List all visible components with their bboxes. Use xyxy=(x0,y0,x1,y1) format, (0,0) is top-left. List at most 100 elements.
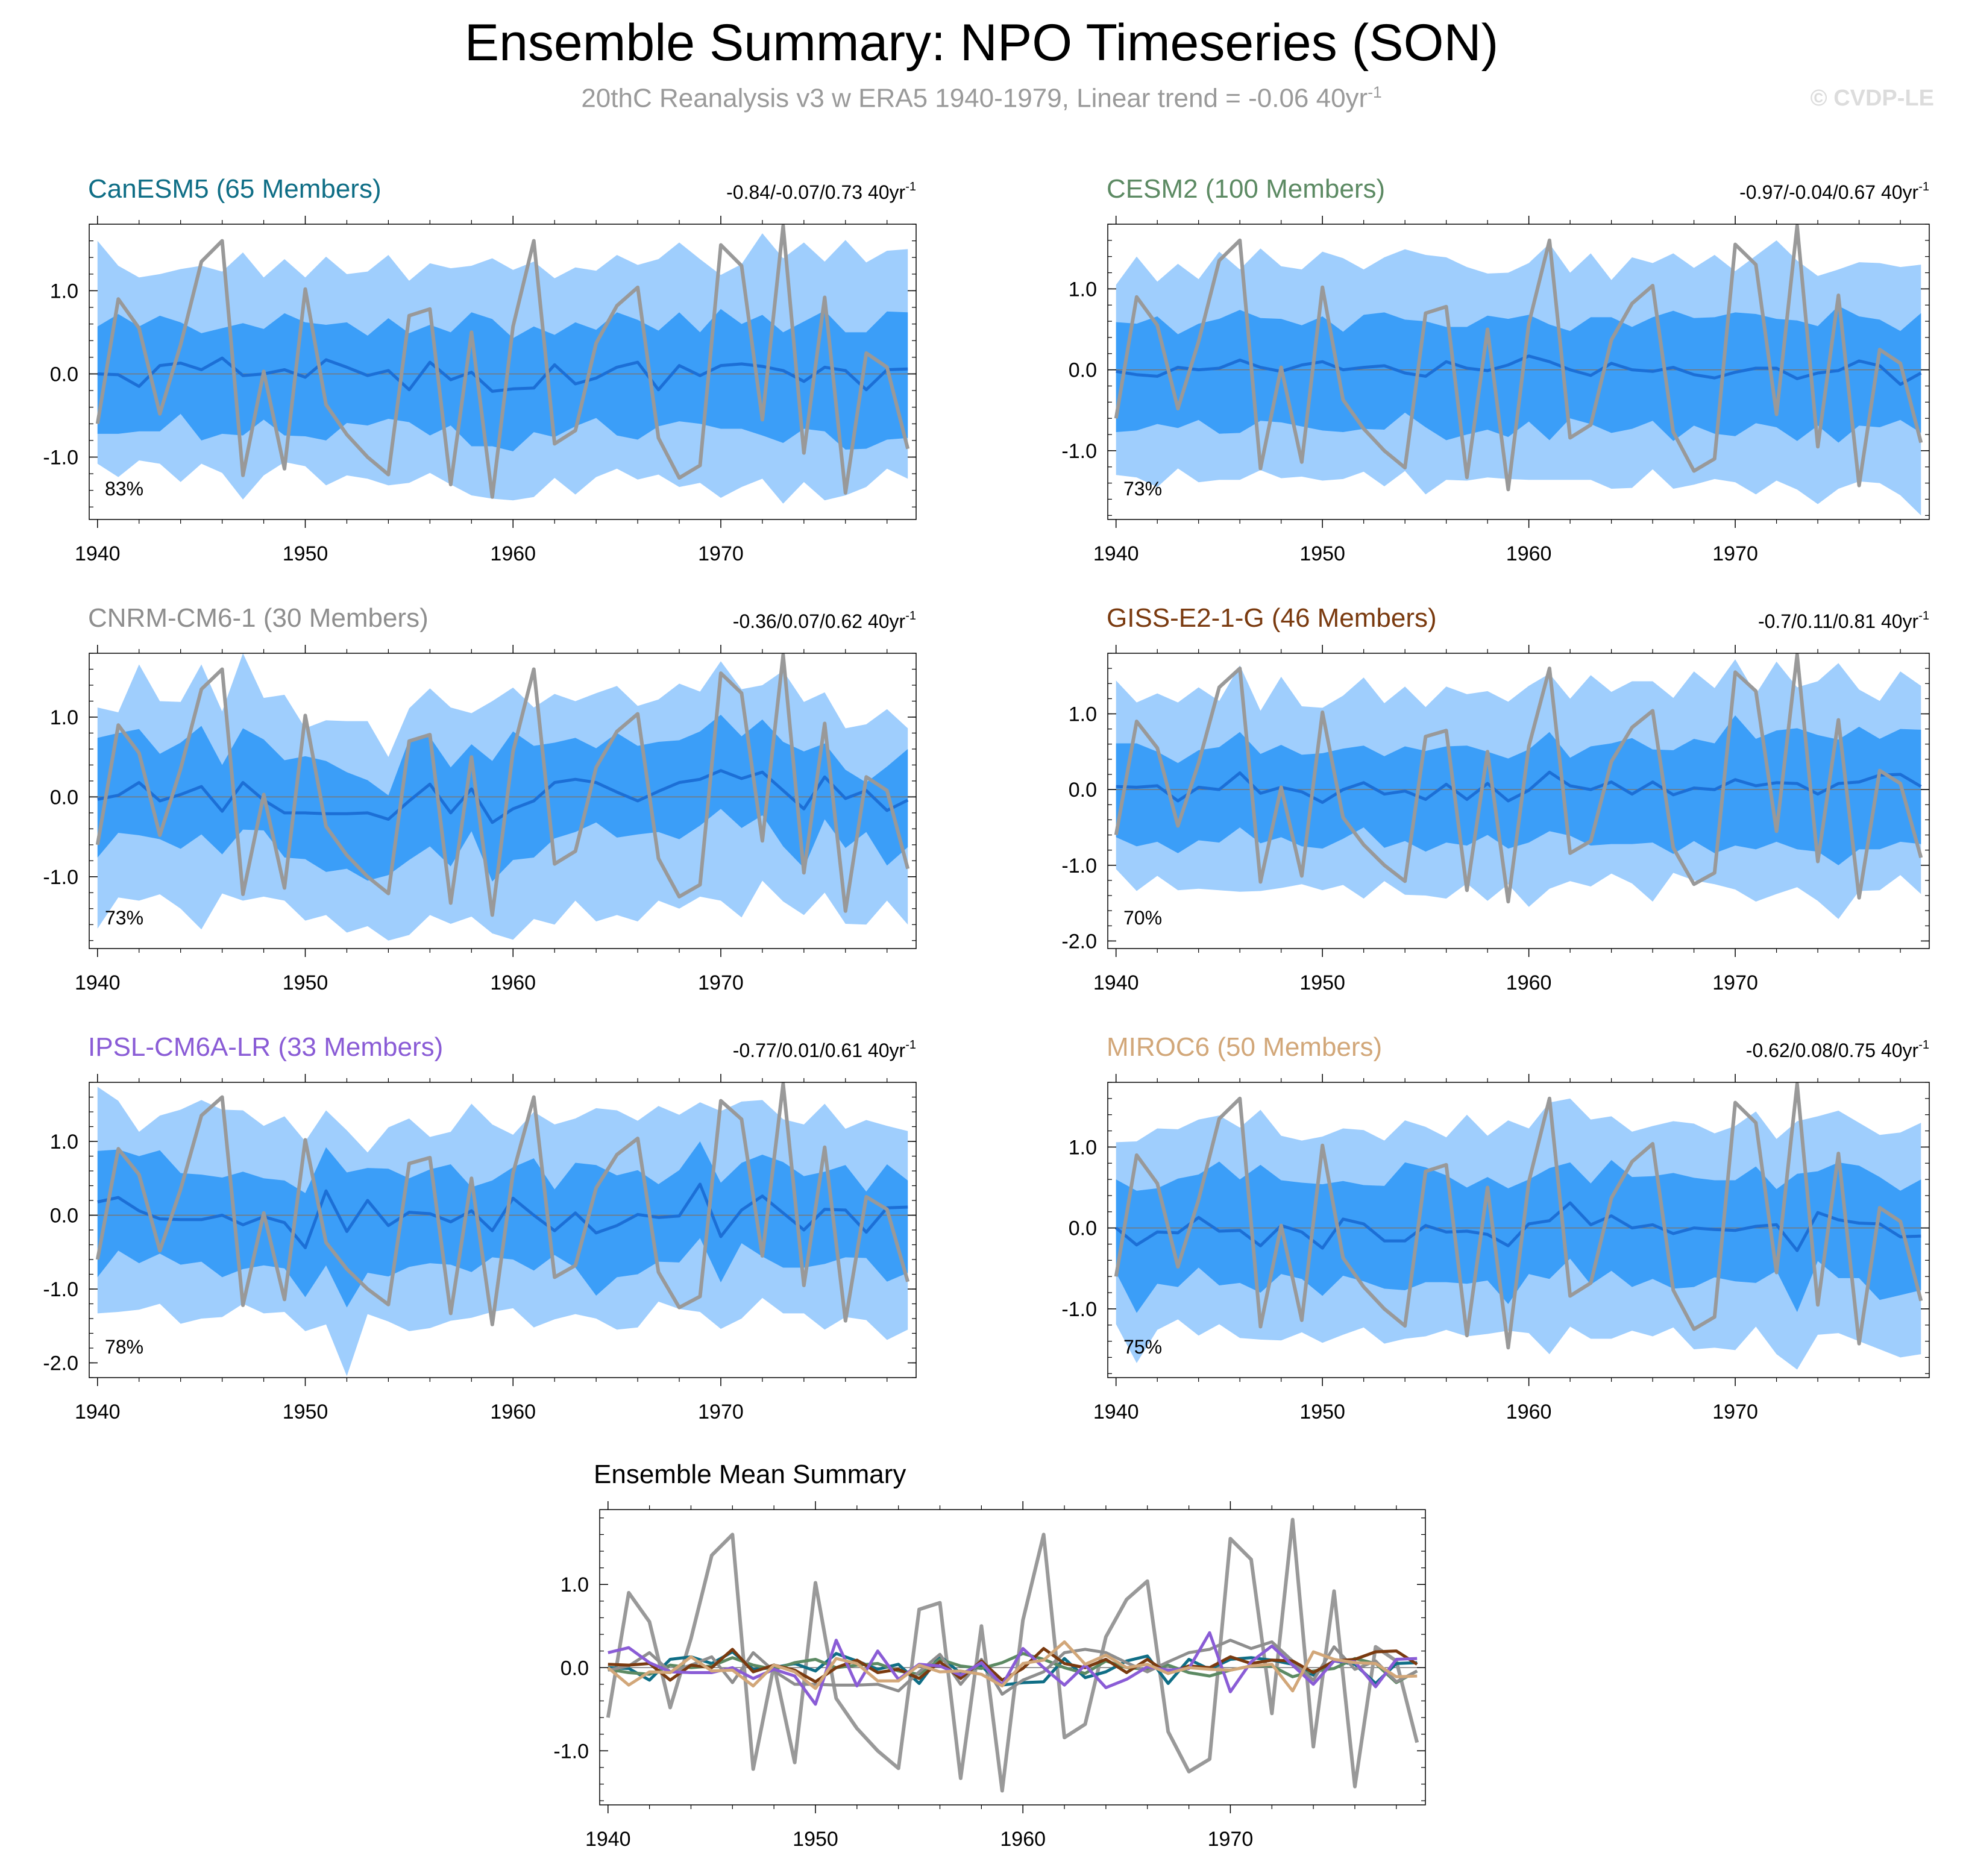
panel-title: CanESM5 (65 Members) xyxy=(88,174,382,204)
y-tick-label: -1.0 xyxy=(43,1278,78,1301)
panel-stats-superscript: -1 xyxy=(1918,609,1929,623)
ensemble-mean-line-miroc6 xyxy=(607,1640,1418,1693)
panel-stats: -0.84/-0.07/0.73 40yr-1 xyxy=(726,180,916,203)
panel-stats-superscript: -1 xyxy=(1918,1038,1929,1052)
panel-plot-area xyxy=(600,1517,1425,1793)
x-tick-label: 1960 xyxy=(490,1401,536,1423)
x-tick-label: 1970 xyxy=(698,1401,744,1423)
y-tick-label: -2.0 xyxy=(43,1352,78,1375)
panel-6: Ensemble Mean Summary 1.0 0.0 -1.0 1940 1950 1… xyxy=(553,1460,1426,1851)
y-tick-label: 0.0 xyxy=(1069,359,1097,382)
y-tick-label: 0.0 xyxy=(1069,1217,1097,1240)
panel-stats-value: -0.84/-0.07/0.73 40yr xyxy=(726,181,905,203)
observations-line xyxy=(95,1082,910,1326)
panel-frame xyxy=(1107,653,1930,949)
y-tick-label: -1.0 xyxy=(43,866,78,889)
x-tick-label: 1960 xyxy=(1000,1828,1046,1851)
panel-stats: -0.97/-0.04/0.67 40yr-1 xyxy=(1739,180,1929,203)
x-tick-label: 1970 xyxy=(1712,1401,1758,1423)
panel-title: MIROC6 (50 Members) xyxy=(1107,1032,1382,1062)
ensemble-mean-line-ipsl-cm6a-lr xyxy=(608,1631,1418,1706)
y-tick-label: 1.0 xyxy=(1069,703,1097,726)
y-tick-label: 1.0 xyxy=(1069,278,1097,301)
panel-stats-superscript: -1 xyxy=(905,609,916,623)
inner-spread-band xyxy=(97,1141,908,1308)
x-tick-label: 1940 xyxy=(585,1828,631,1851)
panel-plot-area xyxy=(1108,653,1929,919)
panel-stats: -0.62/0.08/0.75 40yr-1 xyxy=(1746,1038,1929,1061)
x-tick-label: 1950 xyxy=(1299,542,1345,565)
observations-line xyxy=(1114,224,1923,492)
x-tick-label: 1960 xyxy=(490,971,536,994)
y-tick-label: 1.0 xyxy=(50,280,78,303)
panel-0: CanESM5 (65 Members) -0.84/-0.07/0.73 40y… xyxy=(43,174,917,565)
percent-label: 75% xyxy=(1123,1336,1162,1358)
x-tick-label: 1970 xyxy=(1208,1828,1254,1851)
x-tick-label: 1940 xyxy=(1093,971,1139,994)
observations-line xyxy=(95,653,910,917)
ensemble-mean-line-cnrm-cm6-1 xyxy=(608,1639,1418,1696)
y-tick-label: -1.0 xyxy=(1061,855,1097,877)
panel-3: GISS-E2-1-G (46 Members) -0.7/0.11/0.81 4… xyxy=(1061,603,1930,994)
panel-stats-value: -0.7/0.11/0.81 40yr xyxy=(1758,610,1919,632)
subtitle-superscript: -1 xyxy=(1368,83,1382,101)
y-tick-label: -1.0 xyxy=(43,446,78,469)
panel-stats-superscript: -1 xyxy=(905,180,916,193)
panel-plot-area xyxy=(89,1082,916,1376)
panel-stats-superscript: -1 xyxy=(1918,180,1929,193)
copyright-watermark: © CVDP-LE xyxy=(1810,86,1934,111)
y-tick-label: 0.0 xyxy=(50,1205,78,1228)
panel-plot-area xyxy=(1108,224,1929,516)
y-tick-label: -1.0 xyxy=(553,1740,589,1763)
x-tick-label: 1950 xyxy=(1299,971,1345,994)
x-tick-label: 1970 xyxy=(698,542,744,565)
panel-4: IPSL-CM6A-LR (33 Members) -0.77/0.01/0.61… xyxy=(43,1032,917,1423)
x-tick-label: 1960 xyxy=(1506,971,1552,994)
panel-frame xyxy=(89,224,917,520)
panel-frame xyxy=(1107,1082,1930,1378)
y-tick-label: 0.0 xyxy=(1069,779,1097,802)
x-tick-label: 1960 xyxy=(490,542,536,565)
panel-plot-area xyxy=(1108,1082,1929,1370)
panel-frame xyxy=(599,1509,1426,1805)
x-tick-label: 1950 xyxy=(793,1828,838,1851)
percent-label: 78% xyxy=(105,1336,143,1358)
inner-spread-band xyxy=(97,714,908,882)
panel-plot-area xyxy=(89,224,916,504)
x-tick-label: 1950 xyxy=(283,1401,328,1423)
x-tick-label: 1960 xyxy=(1506,542,1552,565)
subtitle: 20thC Reanalysis v3 w ERA5 1940-1979, Li… xyxy=(0,83,1963,114)
panel-frame xyxy=(89,653,917,949)
panel-plot-area xyxy=(89,653,916,941)
panel-stats-value: -0.77/0.01/0.61 40yr xyxy=(733,1040,906,1061)
panel-stats-value: -0.97/-0.04/0.67 40yr xyxy=(1739,181,1918,203)
x-tick-label: 1940 xyxy=(1093,542,1139,565)
panel-stats: -0.36/0.07/0.62 40yr-1 xyxy=(733,609,916,632)
x-tick-label: 1950 xyxy=(283,971,328,994)
panel-title: GISS-E2-1-G (46 Members) xyxy=(1107,603,1437,633)
y-tick-label: 1.0 xyxy=(50,706,78,729)
percent-label: 73% xyxy=(1123,478,1162,500)
panel-1: CESM2 (100 Members) -0.97/-0.04/0.67 40yr… xyxy=(1061,174,1930,565)
panel-title: CESM2 (100 Members) xyxy=(1107,174,1385,204)
percent-label: 70% xyxy=(1123,907,1162,929)
panel-stats: -0.7/0.11/0.81 40yr-1 xyxy=(1758,609,1929,632)
panel-2: CNRM-CM6-1 (30 Members) -0.36/0.07/0.62 4… xyxy=(43,603,917,994)
observations-line xyxy=(1114,1082,1923,1350)
observations-line xyxy=(1114,653,1923,904)
x-tick-label: 1940 xyxy=(75,542,121,565)
x-tick-label: 1970 xyxy=(698,971,744,994)
observations-line xyxy=(606,1517,1419,1793)
panel-5: MIROC6 (50 Members) -0.62/0.08/0.75 40yr-… xyxy=(1061,1032,1930,1423)
panel-title: IPSL-CM6A-LR (33 Members) xyxy=(88,1032,443,1062)
observations-line xyxy=(95,224,910,499)
x-tick-label: 1970 xyxy=(1712,971,1758,994)
x-tick-label: 1950 xyxy=(283,542,328,565)
x-tick-label: 1940 xyxy=(75,1401,121,1423)
x-tick-label: 1940 xyxy=(1093,1401,1139,1423)
panel-stats-value: -0.36/0.07/0.62 40yr xyxy=(733,610,906,632)
panel-stats: -0.77/0.01/0.61 40yr-1 xyxy=(733,1038,916,1061)
y-tick-label: 0.0 xyxy=(50,363,78,386)
ensemble-mean-line xyxy=(97,1182,908,1249)
